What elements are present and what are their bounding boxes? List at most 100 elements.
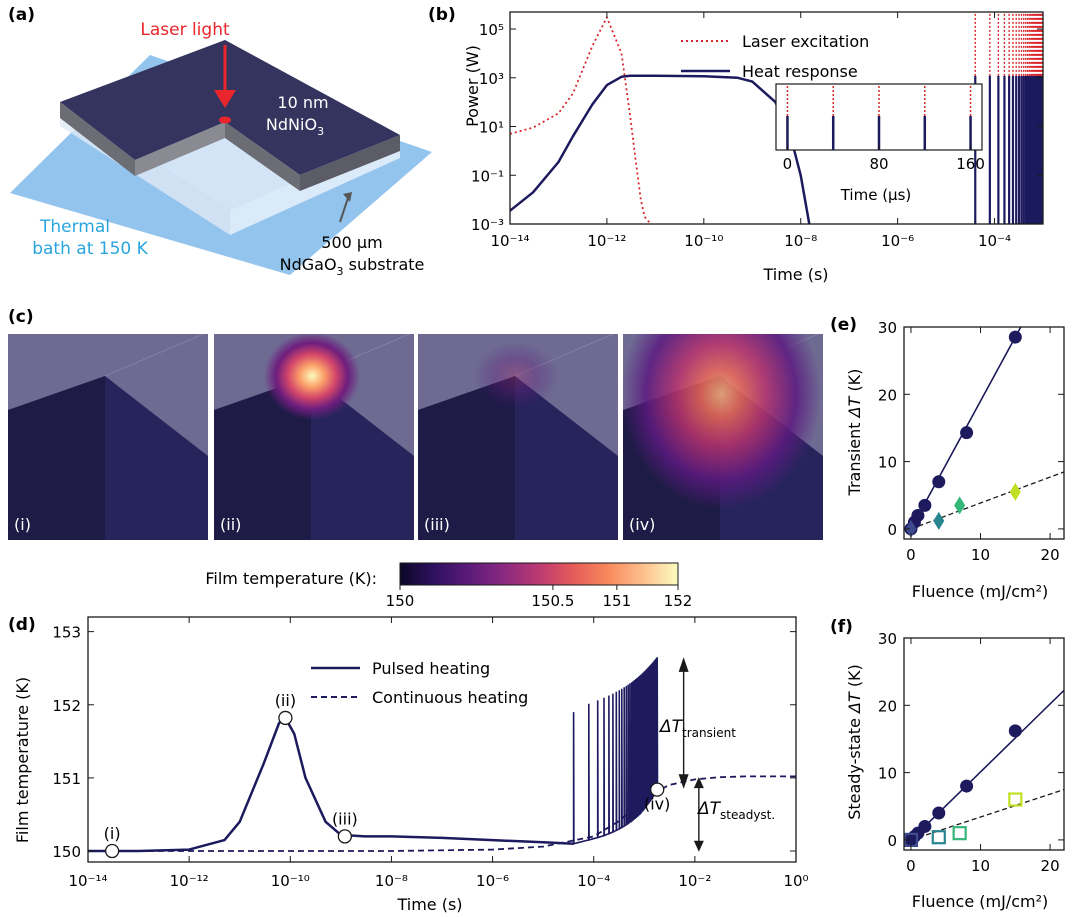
film-edge-left bbox=[60, 102, 135, 176]
heatmap-substrate-right bbox=[311, 376, 414, 540]
panel-d-xtick-label: 10⁰ bbox=[783, 872, 808, 890]
annot-dt-transient: ΔTtransient bbox=[658, 717, 736, 740]
panel-d-ytick-label: 150 bbox=[52, 843, 81, 861]
panel-a: (a) Laser light 10 nm NdNiO3 Thermal bat… bbox=[8, 5, 432, 278]
data-point-circle bbox=[1008, 724, 1022, 738]
heatmap-image: (iii) bbox=[418, 334, 618, 540]
panel-b-ytick-label: 10⁵ bbox=[479, 21, 504, 39]
f-plot-series bbox=[904, 689, 1064, 848]
panel-f-xlabel: Fluence (mJ/cm²) bbox=[912, 892, 1048, 911]
panel-d-frame bbox=[87, 616, 797, 863]
panel-b-frame bbox=[509, 11, 1044, 225]
data-point-circle bbox=[918, 819, 932, 833]
heatmap-image: (ii) bbox=[214, 334, 414, 540]
panel-b-plot: 10⁻¹⁴ 10⁻¹² 10⁻¹⁰ 10⁻⁸ 10⁻⁶ 10⁻⁴ 10⁻³ 10⁻¹ 10¹ 10… bbox=[471, 11, 1044, 250]
heatmap-label: (iv) bbox=[629, 515, 655, 534]
heatmap-label: (i) bbox=[14, 515, 31, 534]
time-marker-label: (ii) bbox=[275, 691, 296, 710]
panel-d-xtick-label: 10⁻² bbox=[678, 872, 711, 890]
e-plot-ytick-label: 0 bbox=[887, 521, 897, 539]
fit-line-solid bbox=[910, 689, 1064, 841]
laser-spot bbox=[219, 116, 231, 124]
panel-d-plot: 10⁻¹⁴ 10⁻¹² 10⁻¹⁰ 10⁻⁸ 10⁻⁶ 10⁻⁴ 10⁻² 10⁰ 150 151… bbox=[52, 616, 809, 890]
arrow-transient-head-down bbox=[678, 774, 689, 789]
series-pulse-train bbox=[572, 657, 659, 845]
substrate-thickness-label: 500 µm bbox=[321, 233, 382, 252]
series-pulsed-heating bbox=[88, 716, 574, 853]
series-heat-response bbox=[510, 74, 811, 224]
heatmap-substrate-left bbox=[8, 376, 105, 540]
panel-d-legend: Pulsed heating Continuous heating bbox=[311, 659, 528, 707]
arrow-steadystate-head-up bbox=[693, 777, 704, 789]
f-plot-xtick-label: 10 bbox=[971, 857, 990, 875]
heatmap-substrate-right bbox=[515, 376, 618, 540]
panel-e-plot: 0 10 20 0 10 20 30 bbox=[878, 319, 1065, 564]
panel-d-xlabel: Time (s) bbox=[396, 895, 462, 914]
inset-xlabel: Time (µs) bbox=[840, 186, 912, 204]
film-edge-right bbox=[300, 135, 400, 191]
data-point-square bbox=[931, 830, 946, 845]
f-plot-frame bbox=[903, 637, 1065, 851]
inset-xtick-label: 160 bbox=[956, 155, 985, 173]
heatmap-hot-spot bbox=[474, 342, 558, 410]
e-plot-ytick-label: 10 bbox=[878, 454, 897, 472]
film-edge-cut bbox=[135, 122, 225, 176]
panel-e-ylabel: Transient ΔT (K) bbox=[845, 369, 864, 497]
series-laser-excitation bbox=[510, 16, 652, 224]
time-marker bbox=[278, 710, 293, 726]
heatmap-substrate-left bbox=[418, 376, 515, 540]
heatmap-edge-line bbox=[104, 334, 205, 377]
panel-b-label: (b) bbox=[428, 5, 456, 25]
data-point-circle bbox=[911, 508, 925, 522]
e-plot-xtick-label: 10 bbox=[971, 546, 990, 564]
panel-b-ytick-label: 10⁻³ bbox=[471, 216, 504, 234]
film-edge-inner bbox=[225, 122, 300, 191]
film-top bbox=[60, 40, 400, 175]
heatmap-hot-spot bbox=[264, 334, 360, 420]
panel-b-xtick-label: 10⁻⁶ bbox=[881, 232, 914, 250]
data-point-diamond bbox=[933, 511, 945, 530]
panel-e-xlabel: Fluence (mJ/cm²) bbox=[912, 582, 1048, 601]
data-point-circle bbox=[960, 779, 974, 793]
legend-label-laser: Laser excitation bbox=[742, 32, 869, 51]
panel-d-label: (d) bbox=[8, 615, 36, 635]
heatmap-layers bbox=[8, 334, 208, 540]
bath-label-1: Thermal bbox=[39, 217, 110, 237]
panel-d-xtick-label: 10⁻¹⁰ bbox=[271, 872, 310, 890]
panel-b-legend: Laser excitation Heat response bbox=[681, 32, 869, 81]
data-point-circle bbox=[918, 498, 932, 512]
heatmap-label: (iii) bbox=[424, 515, 450, 534]
panel-e-label: (e) bbox=[830, 315, 857, 335]
data-point-square bbox=[1008, 792, 1023, 807]
e-plot-ytick-label: 20 bbox=[878, 386, 897, 404]
panel-f-plot: 0 10 20 0 10 20 30 bbox=[878, 630, 1065, 875]
substrate-pointer bbox=[339, 197, 349, 223]
data-point-diamond bbox=[954, 496, 966, 515]
inset-xtick-label: 0 bbox=[783, 155, 793, 173]
time-marker-label: (iii) bbox=[332, 809, 358, 828]
time-marker-label: (iv) bbox=[644, 795, 670, 814]
heatmap-hot-spot bbox=[623, 334, 821, 509]
panel-d-xtick-label: 10⁻¹² bbox=[170, 872, 209, 890]
panel-f-label: (f) bbox=[830, 617, 853, 637]
panel-d-xtick-label: 10⁻⁸ bbox=[375, 872, 408, 890]
panel-d-ylabel: Film temperature (K) bbox=[13, 677, 32, 843]
arrow-steadystate-head-down bbox=[693, 840, 704, 852]
panel-b: (b) 10⁻¹⁴ 10⁻¹² 10⁻¹⁰ 10⁻⁸ 10⁻⁶ 10⁻⁴10⁻³10⁻¹1… bbox=[428, 5, 1044, 284]
panel-b-xtick-label: 10⁻⁸ bbox=[784, 232, 817, 250]
film-material-label: NdNiO3 bbox=[266, 115, 324, 138]
panel-b-ytick-label: 10⁻¹ bbox=[471, 167, 504, 185]
f-plot-xtick-label: 20 bbox=[1041, 857, 1060, 875]
substrate-material-label: NdGaO3 substrate bbox=[280, 255, 425, 278]
panel-b-inset: 0 80 160 bbox=[775, 83, 985, 173]
panel-e: (e) 0 10 20 0 10 20 30 Transient ΔT (K) Fluenc… bbox=[830, 315, 1065, 601]
f-plot-ytick-label: 10 bbox=[878, 765, 897, 783]
heatmap-layers bbox=[623, 334, 823, 540]
bath-label-2: bath at 150 K bbox=[32, 239, 148, 259]
data-point-square bbox=[952, 826, 967, 841]
colorbar-ticks: 150 150.5 151 152 bbox=[386, 585, 692, 610]
heatmap-layers bbox=[418, 334, 618, 540]
substrate-pointer-head bbox=[343, 192, 352, 202]
panel-b-xtick-label: 10⁻⁴ bbox=[978, 232, 1011, 250]
